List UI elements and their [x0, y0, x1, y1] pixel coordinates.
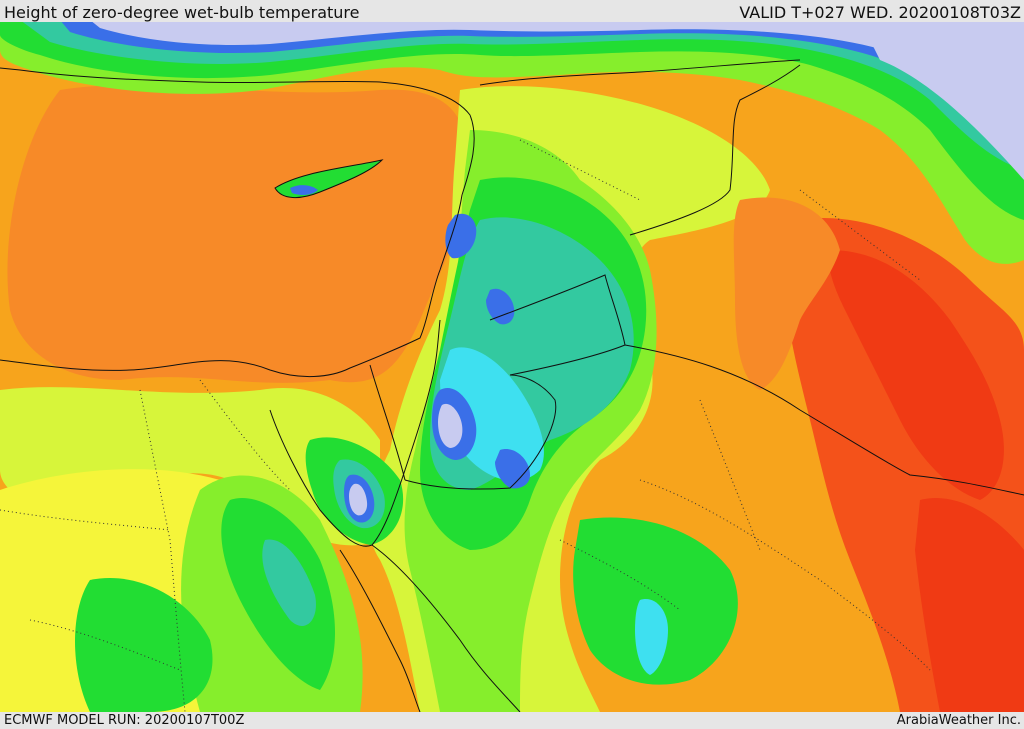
coastline-mediterranean	[0, 67, 475, 377]
contour-mediterranean	[7, 85, 466, 383]
contour-jordan-lavender	[438, 403, 463, 448]
border-turkey-syria	[479, 59, 801, 86]
border-egypt-israel	[369, 364, 406, 481]
contour-jordan-blue2	[495, 449, 530, 489]
contour-hijaz-cyan	[635, 599, 668, 675]
contour-cyprus-blue	[290, 185, 318, 195]
map-header: Height of zero-degree wet-bulb temperatu…	[0, 0, 1024, 22]
valid-time-label: VALID T+027 WED. 20200108T03Z	[739, 3, 1021, 22]
contour-syria-blue	[486, 288, 515, 325]
border-jordan-saudi	[404, 374, 557, 490]
contour-north-teal	[20, 20, 1024, 170]
admin-border-3	[199, 379, 291, 491]
coastline-cyprus	[274, 159, 384, 198]
contour-northeast-lavender	[860, 20, 1024, 180]
forecast-map	[0, 20, 1024, 712]
contour-west-green	[75, 578, 213, 712]
admin-border-5	[699, 399, 761, 551]
coastline-red-sea-west	[339, 549, 421, 712]
contour-nile-teal	[262, 539, 316, 626]
coastlines	[0, 59, 1024, 712]
admin-border-1	[139, 389, 186, 712]
admin-border-2	[0, 509, 171, 531]
contour-southeast-red	[915, 498, 1024, 712]
admin-borders	[0, 139, 931, 712]
model-run-label: ECMWF MODEL RUN: 20200107T00Z	[4, 713, 245, 728]
contour-north-green2	[0, 20, 1024, 220]
border-syria-jordan	[489, 274, 626, 346]
contour-north-green	[0, 20, 1024, 264]
map-title: Height of zero-degree wet-bulb temperatu…	[4, 3, 360, 22]
coastline-suez-aqaba	[269, 319, 441, 547]
contour-gulf-red	[828, 250, 1004, 500]
map-footer: ECMWF MODEL RUN: 20200107T00Z ArabiaWeat…	[0, 712, 1024, 729]
border-syria-iraq	[629, 64, 801, 236]
contour-iraq-darkorange	[733, 197, 840, 390]
admin-border-7	[799, 189, 921, 281]
contour-sinai-lavender	[349, 483, 368, 516]
border-saudi-iraq	[509, 344, 1024, 496]
map-canvas	[0, 20, 1024, 712]
contour-hijaz-green	[573, 517, 738, 685]
contour-lebanon-blue	[445, 213, 477, 259]
coastline-red-sea-east	[371, 544, 521, 712]
credit-label: ArabiaWeather Inc.	[896, 713, 1021, 728]
